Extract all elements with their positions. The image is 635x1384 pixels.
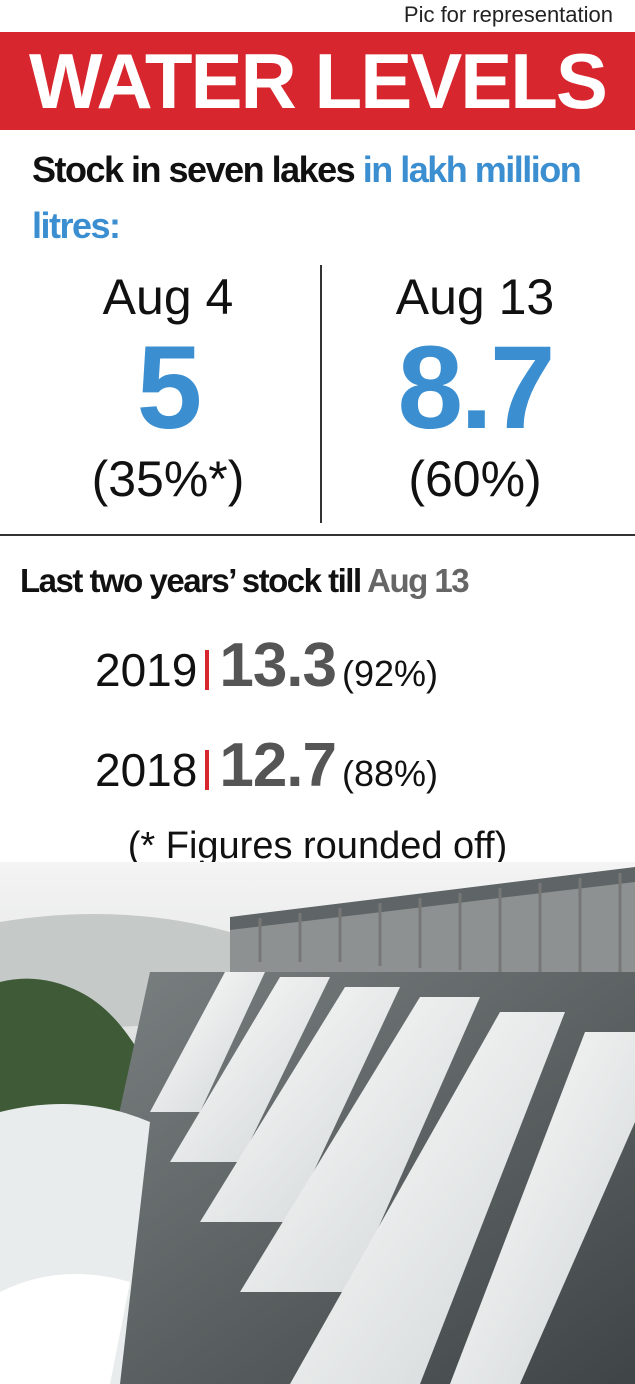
history-heading-text: Last two years’ stock till (20, 562, 362, 599)
stat-value: 5 (136, 322, 203, 454)
dam-photo (0, 862, 635, 1384)
stat-percent: (35%*) (91, 451, 245, 507)
subtitle-unit: in lakh million litres: (32, 149, 582, 246)
history-value: 13.3 (219, 631, 337, 700)
stat-percent: (60%) (408, 451, 542, 507)
photo-credit: Pic for representation (403, 2, 613, 27)
history-year: 2019 (95, 644, 198, 696)
history-date: Aug 13 (367, 562, 470, 599)
history-row: 2018 12.7 (88%) (95, 730, 438, 801)
history-percent: (88%) (342, 753, 439, 794)
title: WATER LEVELS (29, 37, 608, 125)
stat-date: Aug 13 (395, 269, 555, 325)
subtitle-text: Stock in seven lakes (32, 149, 356, 190)
history-value: 12.7 (219, 731, 337, 800)
stat-column: Aug 13 8.7 (60%) (325, 268, 625, 508)
history-heading: Last two years’ stock till Aug 13 (20, 562, 470, 600)
subtitle: Stock in seven lakes in lakh million lit… (32, 142, 612, 254)
divider (0, 534, 635, 536)
separator (205, 650, 210, 690)
separator (205, 750, 210, 790)
history-year: 2018 (95, 744, 198, 796)
title-band (0, 32, 635, 130)
history-row: 2019 13.3 (92%) (95, 630, 438, 701)
stat-date: Aug 4 (102, 269, 234, 325)
history-percent: (92%) (342, 653, 439, 694)
footnote: (* Figures rounded off) (127, 825, 508, 867)
stat-column: Aug 4 5 (35%*) (18, 268, 318, 508)
stat-value: 8.7 (397, 322, 555, 454)
divider (320, 265, 322, 523)
